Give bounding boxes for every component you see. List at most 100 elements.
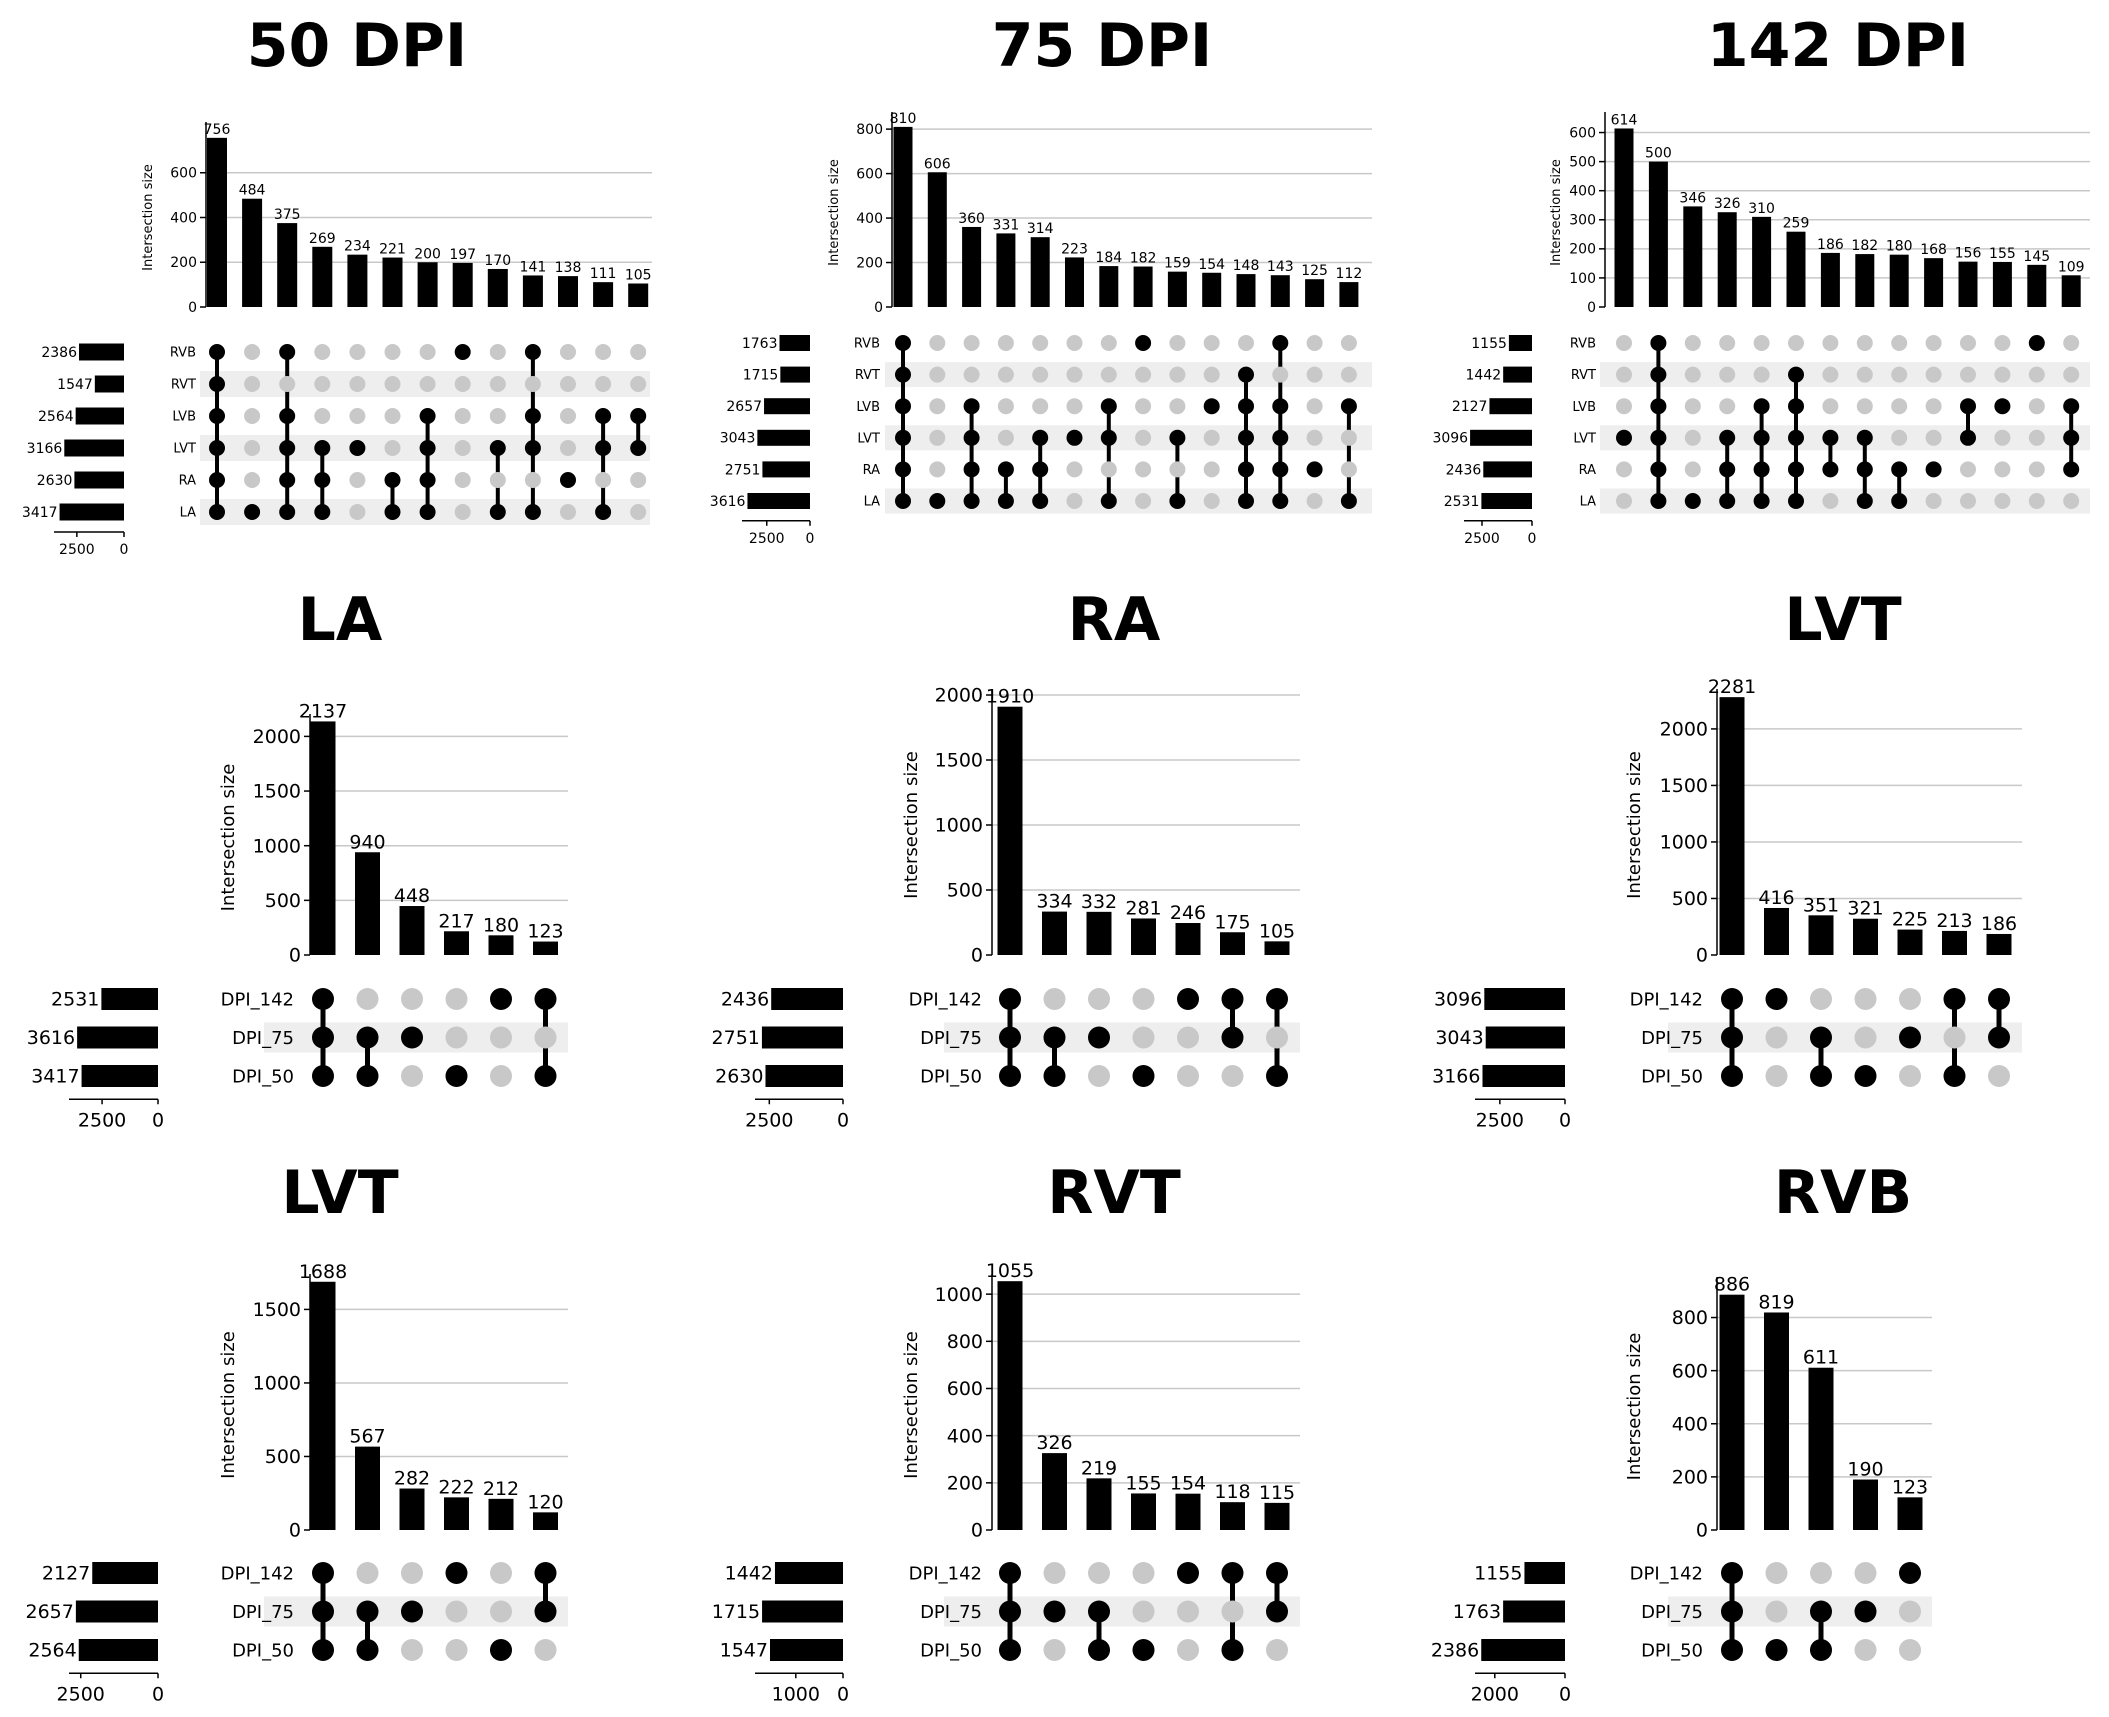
p8-matrix-dot-3-0 bbox=[1854, 1562, 1877, 1584]
p2-matrix-dot-5-4 bbox=[1788, 461, 1804, 478]
p6-y-tick-label-3: 1500 bbox=[253, 1299, 301, 1321]
p2-matrix-dot-1-0 bbox=[1650, 335, 1667, 351]
p0-matrix-dot-6-5 bbox=[419, 504, 436, 520]
p0-bar-6 bbox=[417, 262, 438, 307]
p1-y-tick-label-0: 0 bbox=[874, 300, 883, 316]
p2-matrix-dot-12-3 bbox=[2028, 429, 2045, 446]
p1-matrix-dot-5-1 bbox=[1066, 366, 1083, 383]
p2-matrix-dot-12-5 bbox=[2028, 493, 2045, 509]
p5-matrix-dot-4-0 bbox=[1899, 988, 1921, 1010]
p2-set-label-4: RA bbox=[1579, 463, 1597, 478]
p4-set-size-value-1: 2751 bbox=[712, 1027, 760, 1049]
p8-set-label-0: DPI_142 bbox=[1630, 1563, 1703, 1584]
p4-bar-value-3: 281 bbox=[1125, 897, 1161, 919]
p0-matrix-dot-12-1 bbox=[630, 376, 647, 392]
p0-matrix-dot-7-2 bbox=[454, 408, 471, 424]
p3-y-tick-label-3: 1500 bbox=[253, 781, 301, 803]
p0-matrix-dot-5-4 bbox=[384, 472, 401, 488]
p6-matrix-dot-5-0 bbox=[534, 1562, 557, 1584]
p6-set-size-value-0: 2127 bbox=[42, 1563, 90, 1585]
p0-matrix-dot-2-0 bbox=[279, 344, 296, 360]
p4-matrix-dot-3-0 bbox=[1132, 988, 1155, 1010]
p2-bar-value-11: 155 bbox=[1989, 246, 2016, 262]
p0-bar-value-6: 200 bbox=[414, 246, 441, 262]
p1-bar-value-6: 184 bbox=[1095, 250, 1122, 266]
p3-y-tick-label-1: 500 bbox=[265, 890, 301, 912]
p1-matrix-dot-6-1 bbox=[1100, 366, 1117, 383]
p3-bar-value-3: 217 bbox=[438, 910, 474, 932]
p2-matrix-dot-9-5 bbox=[1925, 493, 1942, 509]
p7-bar-value-5: 118 bbox=[1214, 1481, 1250, 1503]
p0-matrix-dot-3-5 bbox=[314, 504, 331, 520]
p6-set-size-bar-0 bbox=[92, 1562, 158, 1584]
p6-bar-3 bbox=[444, 1497, 469, 1530]
p7-matrix-dot-1-0 bbox=[1043, 1562, 1066, 1584]
p5-y-tick-label-0: 0 bbox=[1696, 945, 1708, 967]
p1-matrix-dot-12-1 bbox=[1306, 366, 1323, 383]
p5-matrix-dot-0-1 bbox=[1721, 1026, 1743, 1049]
p0-matrix-dot-11-5 bbox=[595, 504, 612, 520]
p4-matrix-dot-5-1 bbox=[1221, 1026, 1244, 1049]
p4-set-size-tick-label-1: 0 bbox=[837, 1109, 849, 1131]
p0-matrix-dot-11-3 bbox=[595, 440, 612, 456]
p1-bar-value-12: 125 bbox=[1301, 263, 1328, 279]
p1-matrix-dot-3-0 bbox=[997, 335, 1014, 351]
p0-bar-4 bbox=[347, 254, 368, 307]
p6-matrix-dot-4-0 bbox=[490, 1562, 512, 1584]
p0-matrix-dot-12-4 bbox=[630, 472, 647, 488]
p1-matrix-dot-9-0 bbox=[1203, 335, 1220, 351]
p0-bar-value-9: 141 bbox=[520, 259, 547, 275]
p0-y-tick-label-0: 0 bbox=[188, 300, 197, 316]
p4-set-label-1: DPI_75 bbox=[920, 1028, 982, 1049]
p1-bar-value-7: 182 bbox=[1130, 251, 1157, 267]
p2-matrix-row-shade-5 bbox=[1600, 488, 2090, 514]
p2-bar-1 bbox=[1648, 161, 1668, 307]
p7-set-label-0: DPI_142 bbox=[909, 1563, 982, 1584]
p0-matrix-dot-9-3 bbox=[524, 440, 541, 456]
p1-bar-value-0: 810 bbox=[890, 111, 917, 127]
p6-set-label-1: DPI_75 bbox=[232, 1602, 294, 1623]
p7-set-size-tick-label-1: 0 bbox=[837, 1683, 849, 1705]
p2-bar-0 bbox=[1614, 128, 1634, 307]
p8-set-size-value-0: 1155 bbox=[1474, 1563, 1522, 1585]
p0-set-label-2: LVB bbox=[172, 410, 196, 425]
p0-y-tick-label-1: 200 bbox=[170, 255, 197, 271]
p2-matrix-dot-8-2 bbox=[1891, 398, 1908, 415]
p5-set-label-2: DPI_50 bbox=[1641, 1066, 1703, 1087]
p0-matrix-dot-7-5 bbox=[454, 504, 471, 520]
p4-matrix-dot-0-2 bbox=[999, 1065, 1021, 1087]
p2-matrix-dot-0-4 bbox=[1616, 461, 1632, 478]
p0-matrix-dot-3-1 bbox=[314, 376, 331, 392]
p1-matrix-dot-1-4 bbox=[929, 461, 946, 478]
p2-bar-8 bbox=[1889, 254, 1909, 307]
p0-bar-value-5: 221 bbox=[379, 242, 406, 258]
p0-matrix-dot-0-1 bbox=[209, 376, 225, 392]
p0-bar-value-4: 234 bbox=[344, 239, 371, 255]
p7-y-tick-label-1: 200 bbox=[947, 1472, 983, 1494]
p1-matrix-dot-12-5 bbox=[1306, 493, 1323, 509]
p4-bar-0 bbox=[997, 706, 1023, 955]
p3-set-size-tick-label-1: 0 bbox=[152, 1109, 164, 1131]
p6-bar-value-5: 120 bbox=[527, 1491, 563, 1513]
p6-bar-2 bbox=[399, 1488, 425, 1530]
p1-matrix-dot-8-4 bbox=[1169, 461, 1186, 478]
p6-bar-4 bbox=[488, 1498, 514, 1530]
p4-matrix-dot-4-2 bbox=[1177, 1065, 1199, 1087]
p1-y-tick-label-1: 200 bbox=[856, 255, 883, 271]
p2-matrix-dot-10-5 bbox=[1960, 493, 1976, 509]
p1-matrix-dot-3-3 bbox=[997, 429, 1014, 446]
p2-matrix-dot-10-2 bbox=[1960, 398, 1976, 415]
p0-matrix-dot-8-2 bbox=[489, 408, 506, 424]
p2-bar-value-10: 156 bbox=[1955, 246, 1982, 262]
p0-matrix-dot-11-2 bbox=[595, 408, 612, 424]
p8-bar-0 bbox=[1719, 1294, 1745, 1530]
p1-y-tick-label-3: 600 bbox=[856, 166, 883, 182]
p3-matrix-dot-2-0 bbox=[401, 988, 423, 1010]
p1-set-label-0: RVB bbox=[854, 337, 880, 352]
p2-matrix-dot-0-2 bbox=[1616, 398, 1632, 415]
p1-matrix-dot-7-4 bbox=[1135, 461, 1152, 478]
p8-bar-4 bbox=[1897, 1497, 1923, 1530]
p1-matrix-dot-2-3 bbox=[963, 429, 980, 446]
p0-set-size-bar-5 bbox=[59, 503, 125, 521]
p0-matrix-dot-7-0 bbox=[454, 344, 471, 360]
